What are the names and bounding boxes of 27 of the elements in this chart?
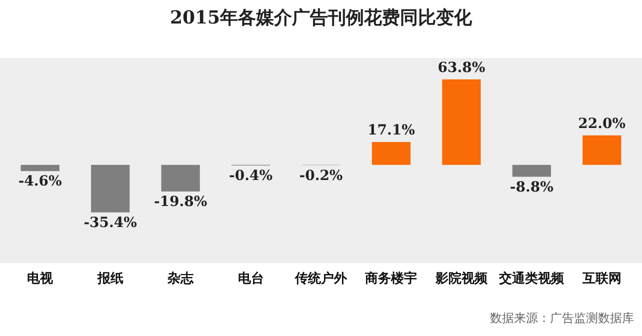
bar [91, 164, 130, 212]
chart-title: 2015年各媒介广告刊例花费同比变化 [170, 7, 474, 28]
data-label: -19.8% [154, 194, 208, 210]
data-label: -0.2% [299, 168, 343, 184]
source-note: 数据来源：广告监测数据库 [490, 310, 634, 327]
x-tick-label: 交通类视频 [498, 270, 566, 287]
data-label: -4.6% [18, 174, 62, 190]
bar [372, 142, 411, 165]
x-tick-label: 互联网 [581, 272, 622, 287]
x-tick-label: 电台 [238, 270, 264, 287]
x-tick-label: 影院视频 [434, 270, 488, 287]
bar [582, 135, 622, 165]
x-tick-label: 商务楼宇 [364, 270, 418, 287]
data-label: -0.4% [229, 168, 273, 184]
x-tick-label: 电视 [27, 270, 54, 287]
x-tick-label: 杂志 [166, 270, 195, 287]
data-label: -8.8% [510, 179, 554, 196]
bar [161, 164, 200, 192]
bar [442, 79, 481, 165]
bar [20, 164, 60, 172]
data-label: 22.0% [578, 116, 626, 132]
data-label: 17.1% [368, 122, 415, 139]
data-label: -35.4% [84, 215, 137, 232]
x-tick-label: 报纸 [96, 272, 124, 287]
bar [512, 164, 551, 177]
x-tick-label: 传统户外 [294, 270, 348, 287]
data-label: 63.8% [438, 60, 486, 76]
